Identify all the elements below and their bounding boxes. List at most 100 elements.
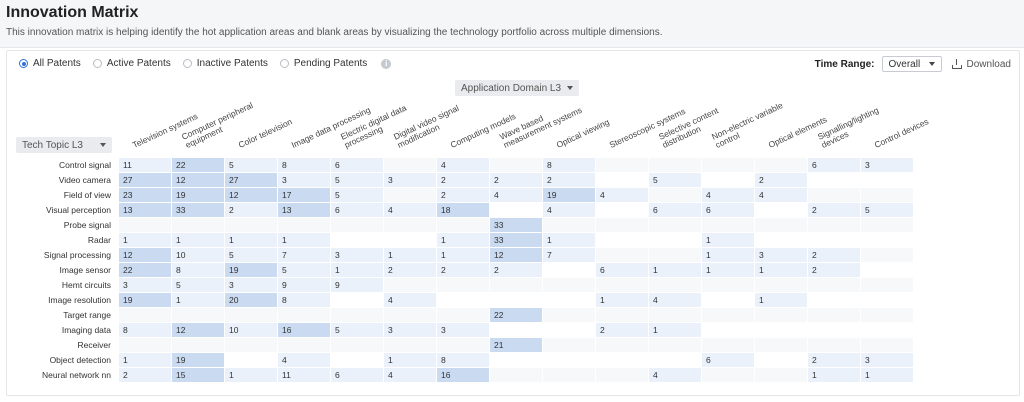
matrix-cell[interactable]: 13 [119,203,171,217]
matrix-cell[interactable]: 4 [702,188,754,202]
matrix-cell[interactable]: 9 [278,278,330,292]
matrix-cell[interactable]: 4 [543,203,595,217]
matrix-cell[interactable]: 13 [278,203,330,217]
matrix-cell[interactable]: 3 [331,248,383,262]
matrix-cell[interactable]: 18 [437,203,489,217]
matrix-cell[interactable]: 1 [384,248,436,262]
matrix-cell[interactable]: 1 [808,368,860,382]
application-domain-dropdown[interactable]: Application Domain L3 [455,80,579,96]
matrix-cell[interactable]: 2 [490,173,542,187]
matrix-cell[interactable]: 2 [543,173,595,187]
radio-active-patents[interactable]: Active Patents [93,58,171,69]
matrix-cell[interactable]: 4 [437,158,489,172]
matrix-cell[interactable]: 8 [119,323,171,337]
matrix-cell[interactable]: 12 [119,248,171,262]
matrix-cell[interactable]: 2 [437,188,489,202]
matrix-cell[interactable]: 5 [649,173,701,187]
matrix-cell[interactable]: 4 [384,293,436,307]
matrix-cell[interactable]: 3 [861,353,913,367]
matrix-cell[interactable]: 3 [225,278,277,292]
matrix-cell[interactable]: 2 [225,203,277,217]
matrix-cell[interactable]: 5 [861,203,913,217]
matrix-cell[interactable]: 6 [331,368,383,382]
matrix-cell[interactable]: 22 [119,263,171,277]
tech-topic-dropdown[interactable]: Tech Topic L3 [16,137,112,153]
matrix-cell[interactable]: 5 [225,158,277,172]
matrix-cell[interactable]: 12 [172,173,224,187]
matrix-cell[interactable]: 6 [649,203,701,217]
matrix-cell[interactable]: 1 [596,293,648,307]
matrix-cell[interactable]: 2 [596,323,648,337]
matrix-cell[interactable]: 1 [225,368,277,382]
radio-all-patents[interactable]: All Patents [19,58,81,69]
matrix-cell[interactable]: 23 [119,188,171,202]
matrix-cell[interactable]: 2 [808,203,860,217]
matrix-cell[interactable]: 27 [225,173,277,187]
matrix-cell[interactable]: 4 [649,368,701,382]
matrix-cell[interactable]: 16 [278,323,330,337]
matrix-cell[interactable]: 1 [755,263,807,277]
matrix-cell[interactable]: 7 [278,248,330,262]
matrix-cell[interactable]: 21 [490,338,542,352]
matrix-cell[interactable]: 6 [331,158,383,172]
matrix-cell[interactable]: 4 [384,203,436,217]
matrix-cell[interactable]: 6 [702,353,754,367]
matrix-cell[interactable]: 33 [490,233,542,247]
matrix-cell[interactable]: 3 [384,173,436,187]
matrix-cell[interactable]: 3 [278,173,330,187]
matrix-cell[interactable]: 3 [861,158,913,172]
matrix-cell[interactable]: 19 [172,188,224,202]
matrix-cell[interactable]: 8 [172,263,224,277]
matrix-cell[interactable]: 6 [702,203,754,217]
matrix-cell[interactable]: 22 [172,158,224,172]
matrix-cell[interactable]: 33 [490,218,542,232]
time-range-dropdown[interactable]: Overall [882,56,942,72]
matrix-cell[interactable]: 1 [755,293,807,307]
matrix-cell[interactable]: 10 [172,248,224,262]
matrix-cell[interactable]: 5 [331,323,383,337]
matrix-cell[interactable]: 11 [278,368,330,382]
matrix-cell[interactable]: 2 [755,173,807,187]
matrix-cell[interactable]: 10 [225,323,277,337]
matrix-cell[interactable]: 1 [119,233,171,247]
matrix-cell[interactable]: 19 [225,263,277,277]
matrix-cell[interactable]: 3 [437,323,489,337]
matrix-cell[interactable]: 15 [172,368,224,382]
info-icon[interactable]: i [381,59,391,69]
matrix-cell[interactable]: 1 [702,248,754,262]
matrix-cell[interactable]: 33 [172,203,224,217]
matrix-cell[interactable]: 1 [172,293,224,307]
matrix-cell[interactable]: 2 [437,173,489,187]
matrix-cell[interactable]: 8 [278,293,330,307]
matrix-cell[interactable]: 1 [331,263,383,277]
matrix-cell[interactable]: 4 [596,188,648,202]
matrix-cell[interactable]: 12 [490,248,542,262]
download-button[interactable]: Download [952,59,1011,70]
matrix-cell[interactable]: 8 [437,353,489,367]
matrix-cell[interactable]: 4 [384,368,436,382]
matrix-cell[interactable]: 16 [437,368,489,382]
matrix-cell[interactable]: 1 [437,248,489,262]
matrix-cell[interactable]: 1 [649,323,701,337]
matrix-cell[interactable]: 9 [331,278,383,292]
matrix-cell[interactable]: 5 [331,188,383,202]
matrix-cell[interactable]: 3 [384,323,436,337]
matrix-cell[interactable]: 2 [808,263,860,277]
matrix-cell[interactable]: 3 [119,278,171,292]
matrix-cell[interactable]: 3 [755,248,807,262]
matrix-cell[interactable]: 8 [278,158,330,172]
matrix-cell[interactable]: 17 [278,188,330,202]
matrix-cell[interactable]: 6 [596,263,648,277]
matrix-cell[interactable]: 2 [437,263,489,277]
matrix-cell[interactable]: 5 [331,173,383,187]
matrix-cell[interactable]: 8 [543,158,595,172]
matrix-cell[interactable]: 5 [172,278,224,292]
matrix-cell[interactable]: 6 [331,203,383,217]
matrix-cell[interactable]: 5 [278,263,330,277]
radio-pending-patents[interactable]: Pending Patents [280,58,367,69]
matrix-cell[interactable]: 2 [490,263,542,277]
matrix-cell[interactable]: 22 [490,308,542,322]
matrix-cell[interactable]: 1 [649,263,701,277]
matrix-cell[interactable]: 19 [543,188,595,202]
matrix-cell[interactable]: 27 [119,173,171,187]
